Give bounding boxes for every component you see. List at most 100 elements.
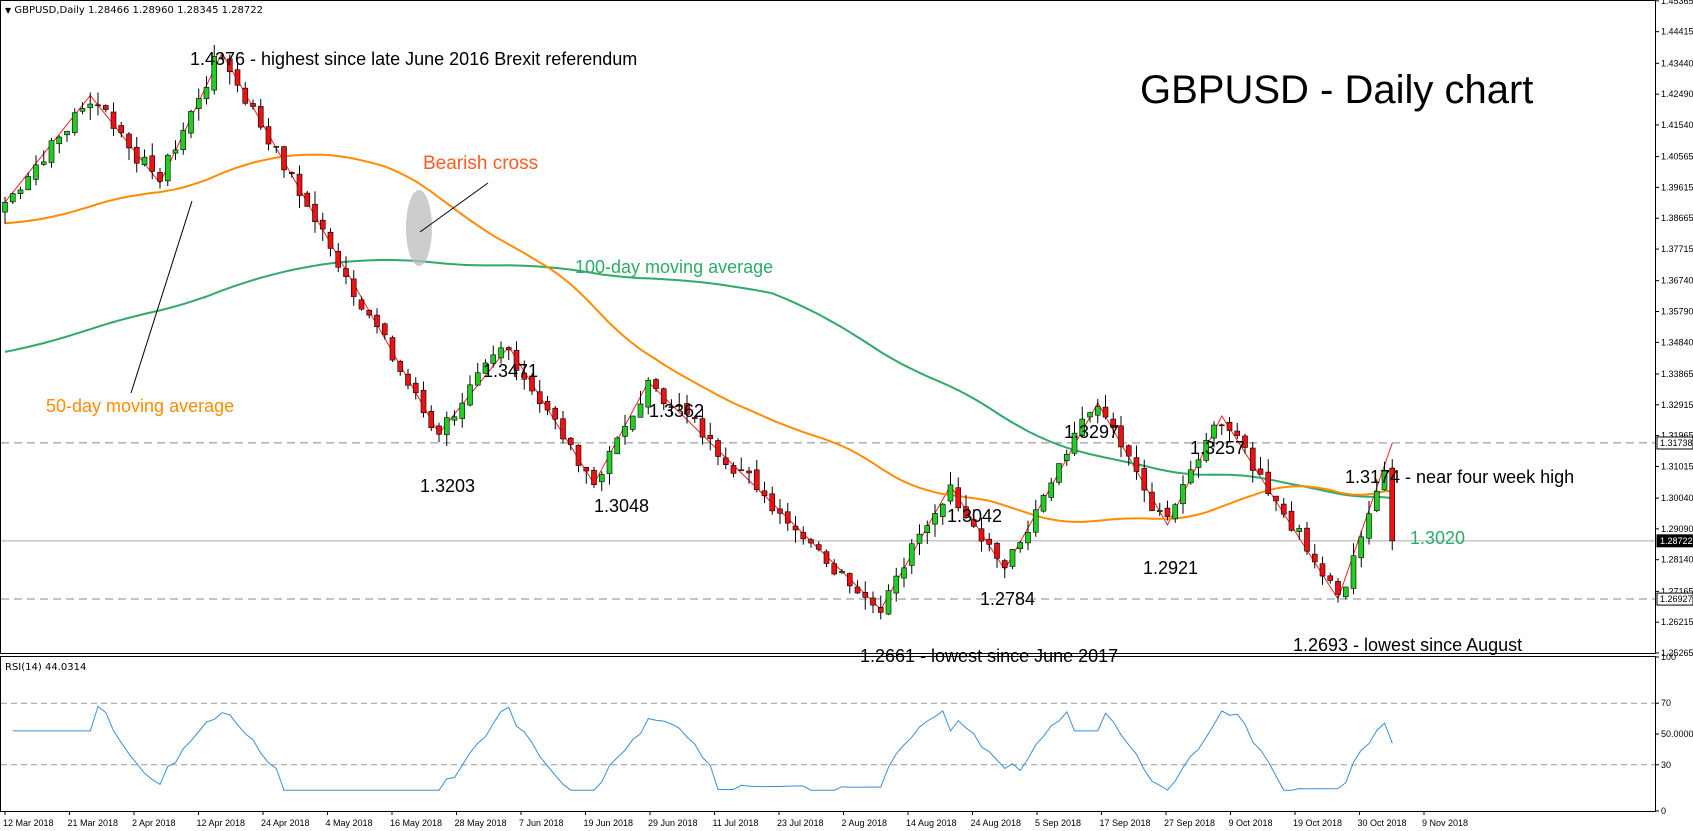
price-tag-box (1656, 534, 1693, 548)
candle-body (25, 176, 32, 191)
candle-body (583, 466, 590, 472)
candle (560, 411, 566, 444)
candle (893, 567, 900, 602)
date-tick-label: 30 Oct 2018 (1358, 818, 1407, 828)
date-tick-label: 14 Aug 2018 (906, 818, 957, 828)
candle-body (1164, 507, 1171, 517)
candle-body (560, 418, 566, 440)
candle (1180, 475, 1186, 514)
annotation-ma50: 50-day moving average (46, 396, 234, 416)
date-tick-label: 19 Oct 2018 (1293, 818, 1342, 828)
candle-body (1102, 406, 1109, 418)
candle-body (978, 528, 985, 542)
candle (637, 391, 644, 418)
candle (722, 447, 729, 470)
candle-body (815, 544, 822, 550)
candle (567, 436, 574, 451)
rsi-line (12, 705, 1393, 791)
candle-body (536, 391, 543, 405)
candle (2, 196, 8, 224)
candle-body (459, 402, 466, 419)
date-tick-label: 19 Jun 2018 (584, 818, 634, 828)
candle (862, 581, 869, 610)
candle-body (622, 425, 628, 437)
candle-body (699, 418, 706, 438)
candle-body (296, 173, 303, 196)
candle-body (947, 484, 954, 502)
candle (195, 88, 202, 121)
candle (529, 373, 535, 395)
candle (955, 477, 962, 512)
candle-body (1079, 418, 1086, 436)
candle-body (141, 156, 148, 165)
candle (1164, 500, 1171, 521)
candle-body (242, 87, 249, 104)
price-tick-label: 1.40565 (1661, 152, 1693, 162)
candle-body (17, 189, 24, 194)
candle-body (498, 347, 504, 359)
candle (1257, 456, 1264, 475)
price-tick-label: 1.42490 (1661, 89, 1693, 99)
price-tick-label: 1.32915 (1661, 400, 1693, 410)
candle-body (1195, 459, 1202, 468)
annotation-1-2693: 1.2693 - lowest since August (1293, 635, 1522, 655)
candle (110, 102, 117, 137)
candle (1335, 577, 1341, 603)
candle-body (676, 405, 683, 407)
candle (777, 499, 783, 525)
candle (792, 515, 799, 543)
candle (1087, 411, 1093, 423)
candle (250, 99, 256, 110)
candle-body (226, 58, 233, 73)
rsi-tick-label: 100 (1661, 652, 1676, 662)
candle (102, 104, 109, 113)
candle-body (1125, 445, 1132, 457)
candle-body (769, 493, 776, 512)
candle-body (381, 323, 388, 336)
ma50-line (4, 153, 1393, 523)
candle (1187, 460, 1194, 485)
candle-body (513, 350, 520, 371)
candle (1358, 530, 1365, 568)
price-tick-label: 1.30040 (1661, 493, 1693, 503)
candle (916, 524, 923, 556)
candle (676, 393, 683, 410)
annotation-1-3471: 1.3471 (483, 361, 538, 381)
candle (1249, 441, 1256, 483)
price-tick-label: 1.29090 (1661, 524, 1693, 534)
candle (684, 394, 690, 424)
candle-body (327, 231, 334, 249)
annotation-1-3020: 1.3020 (1410, 528, 1465, 548)
annotation-1-3042: 1.3042 (947, 506, 1002, 526)
candle (800, 526, 807, 545)
candle (64, 130, 70, 142)
date-tick-label: 23 Jul 2018 (777, 818, 824, 828)
price-tick-label: 1.44415 (1661, 27, 1693, 37)
rsi-tick-label: 0 (1661, 806, 1666, 816)
candle-body (877, 607, 884, 613)
candle-body (405, 373, 411, 386)
rsi-header-info: RSI(14) 44.0314 (5, 662, 86, 673)
candle-body (467, 384, 473, 406)
candle-body (505, 347, 512, 351)
candle (33, 155, 39, 186)
candle-body (645, 379, 652, 408)
candle (1009, 549, 1016, 570)
candle (614, 436, 621, 455)
candle-body (1063, 454, 1070, 461)
price-tag-1.31738: 1.31738 (1656, 436, 1693, 450)
price-tick-label: 1.31965 (1661, 431, 1693, 441)
candle-body (1280, 503, 1287, 515)
candle (1288, 501, 1295, 532)
candle-body (823, 551, 830, 564)
price-tag-label: 1.26927 (1660, 594, 1693, 604)
candle-body (1187, 469, 1194, 484)
candle (1265, 459, 1272, 496)
candle (242, 82, 249, 106)
candle (986, 533, 993, 552)
candle-body (629, 415, 636, 430)
candle-body (598, 474, 605, 483)
candle-body (939, 503, 946, 517)
candle-body (149, 155, 156, 172)
candle-body (668, 406, 675, 408)
